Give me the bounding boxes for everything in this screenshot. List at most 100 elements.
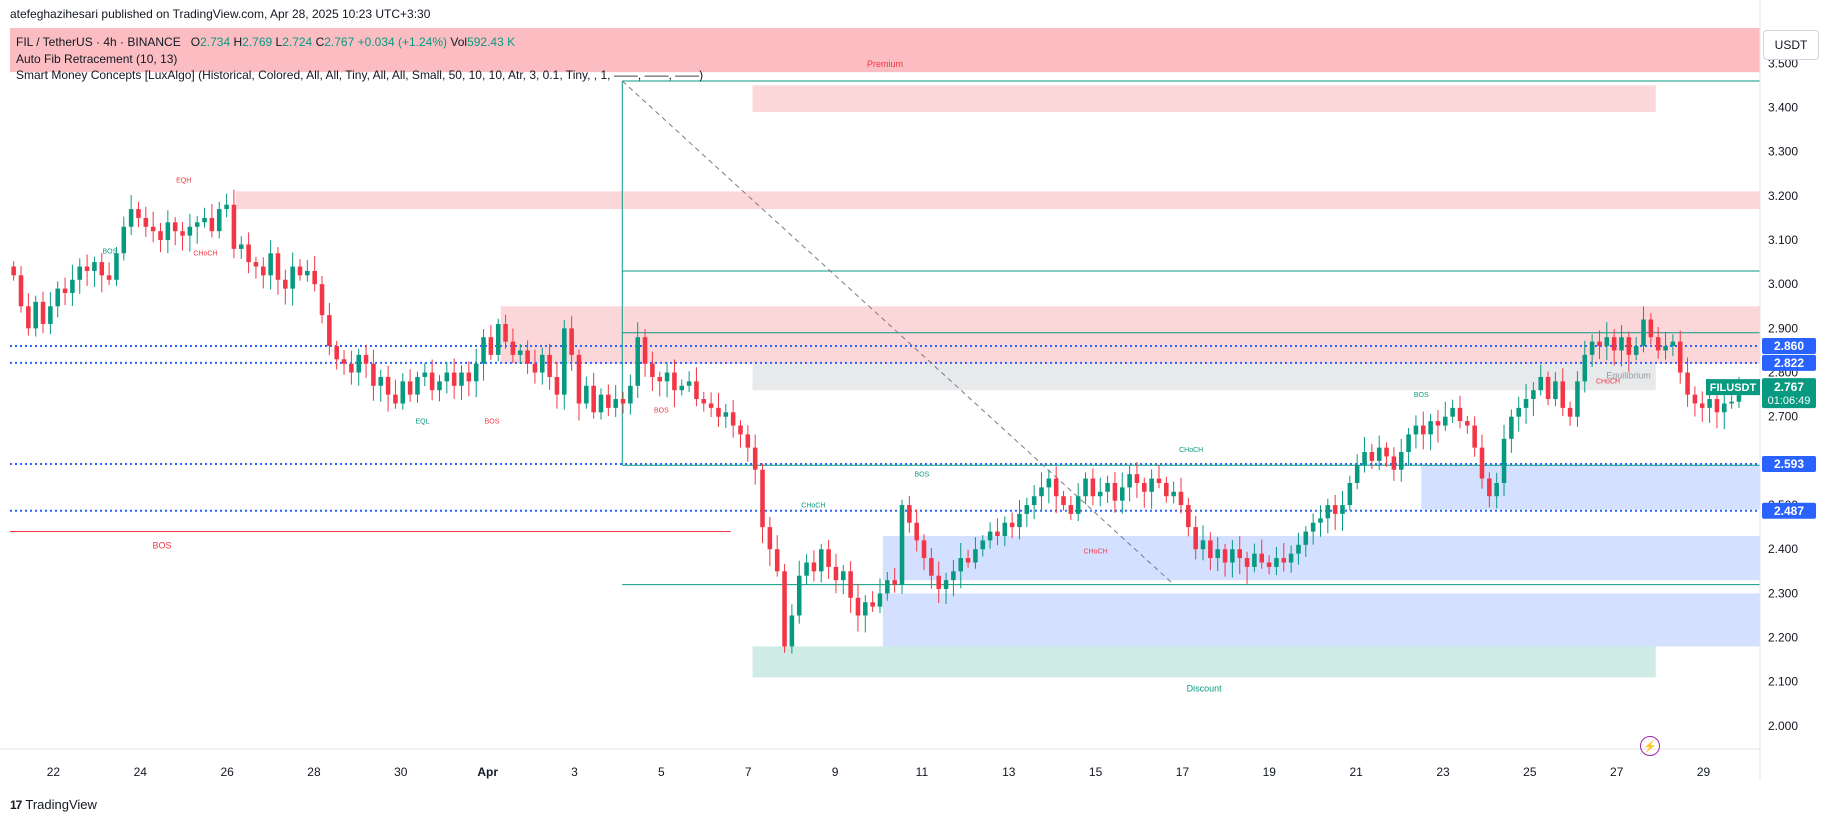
candle-body: [1325, 505, 1331, 519]
candle-body: [437, 381, 442, 391]
open-label: O: [190, 35, 201, 49]
candle-body: [1494, 482, 1499, 497]
candle-body: [723, 412, 729, 417]
candle-body: [628, 385, 633, 404]
y-tick-label: 2.200: [1768, 631, 1798, 645]
candle-body: [92, 262, 97, 271]
x-tick-label: 3: [571, 765, 578, 779]
indicator-smc[interactable]: Smart Money Concepts [LuxAlgo] (Historic…: [16, 68, 704, 82]
candle-body: [1266, 562, 1272, 567]
candle-body: [246, 244, 251, 263]
candle-body: [194, 222, 200, 227]
candle-body: [106, 275, 112, 280]
candle-body: [694, 381, 699, 400]
candle-body: [481, 337, 486, 364]
candle-body: [1208, 540, 1213, 559]
candle-body: [1230, 549, 1235, 563]
candle-body: [1589, 341, 1595, 355]
candle-body: [877, 593, 883, 607]
candle-body: [995, 531, 1000, 536]
candle-body: [1347, 482, 1353, 506]
price-tag-bg: [1762, 502, 1816, 519]
candle-body: [1406, 434, 1411, 453]
lightning-icon[interactable]: ⚡: [1640, 736, 1660, 756]
candle-body: [70, 279, 75, 294]
y-tick-label: 2.300: [1768, 586, 1798, 600]
candle-body: [224, 204, 229, 210]
zone-bear-ob: [235, 191, 1761, 210]
zone-bull-ob: [1421, 465, 1760, 510]
candle-body: [341, 359, 347, 364]
candle-body: [1296, 544, 1301, 554]
candle-body: [767, 527, 773, 550]
candle-body: [1222, 549, 1228, 563]
candle-body: [1692, 394, 1698, 404]
candle-body: [584, 385, 589, 404]
candle-body: [400, 381, 406, 404]
candle-body: [1611, 337, 1617, 351]
candle-body: [517, 350, 523, 355]
currency-button[interactable]: USDT: [1763, 30, 1819, 60]
open-value: 2.734: [200, 35, 231, 49]
candle-body: [444, 372, 450, 382]
smc-label-choch: CHoCH: [193, 250, 217, 257]
smc-label-bos: BOS: [915, 471, 930, 478]
x-tick-label: 15: [1089, 765, 1103, 779]
candle-body: [774, 549, 780, 572]
candle-body: [1428, 421, 1433, 435]
candle-body: [1626, 337, 1632, 355]
candle-body: [1729, 401, 1734, 404]
candle-body: [1310, 522, 1316, 532]
candle-body: [1685, 372, 1690, 395]
candle-body: [943, 580, 949, 589]
y-tick-label: 3.000: [1768, 277, 1798, 291]
candle-body: [26, 306, 31, 329]
candle-body: [327, 315, 332, 347]
chart-legend: FIL / TetherUS · 4h · BINANCE O2.734 H2.…: [16, 34, 703, 84]
x-axis: 22 24 26 28 30 Apr 3 5 7 9 11 13 15 17 19 21 23 25 27 29: [0, 748, 1760, 779]
candle-body: [980, 540, 986, 550]
candle-body: [863, 602, 868, 616]
candle-body: [591, 385, 596, 413]
candle-body: [1398, 452, 1404, 470]
candle-body: [708, 403, 714, 408]
candle-body: [99, 262, 105, 276]
fib-trend-line: [621, 80, 1175, 585]
candle-body: [716, 407, 721, 417]
legend-ohlc-row: FIL / TetherUS · 4h · BINANCE O2.734 H2.…: [16, 34, 703, 51]
candle-body: [1127, 474, 1132, 488]
candle-body: [958, 558, 964, 572]
brand-name: TradingView: [25, 797, 97, 812]
candle-body: [1714, 399, 1720, 413]
y-tick-label: 2.000: [1768, 719, 1798, 733]
candle-body: [907, 505, 912, 523]
candle-body: [1193, 527, 1198, 550]
candle-body: [385, 376, 391, 395]
candle-body: [855, 597, 861, 616]
candle-body: [1376, 447, 1382, 461]
candle-body: [1281, 558, 1287, 563]
indicator-fib[interactable]: Auto Fib Retracement (10, 13): [16, 51, 178, 66]
candle-body: [459, 372, 464, 386]
candle-body: [165, 222, 171, 241]
smc-label-choch: CHoCH: [801, 502, 825, 509]
candle-body: [1531, 390, 1536, 400]
candle-body: [1670, 341, 1676, 347]
candle-body: [238, 244, 244, 249]
smc-label-bos: BOS: [485, 418, 500, 425]
candle-body: [1068, 505, 1074, 514]
candle-body: [1178, 491, 1184, 506]
candle-body: [1465, 421, 1470, 426]
candle-body: [1722, 403, 1727, 413]
candle-body: [1501, 438, 1507, 483]
price-tag-text: 2.487: [1774, 504, 1804, 518]
symbol-label[interactable]: FIL / TetherUS · 4h · BINANCE: [16, 35, 181, 49]
zone-bear-ob: [500, 306, 1760, 364]
candle-body: [826, 549, 831, 567]
y-tick-label: 2.400: [1768, 542, 1798, 556]
candle-body: [1354, 465, 1360, 483]
candle-body: [525, 350, 530, 364]
candle-body: [393, 394, 398, 404]
candle-body: [1582, 354, 1588, 382]
